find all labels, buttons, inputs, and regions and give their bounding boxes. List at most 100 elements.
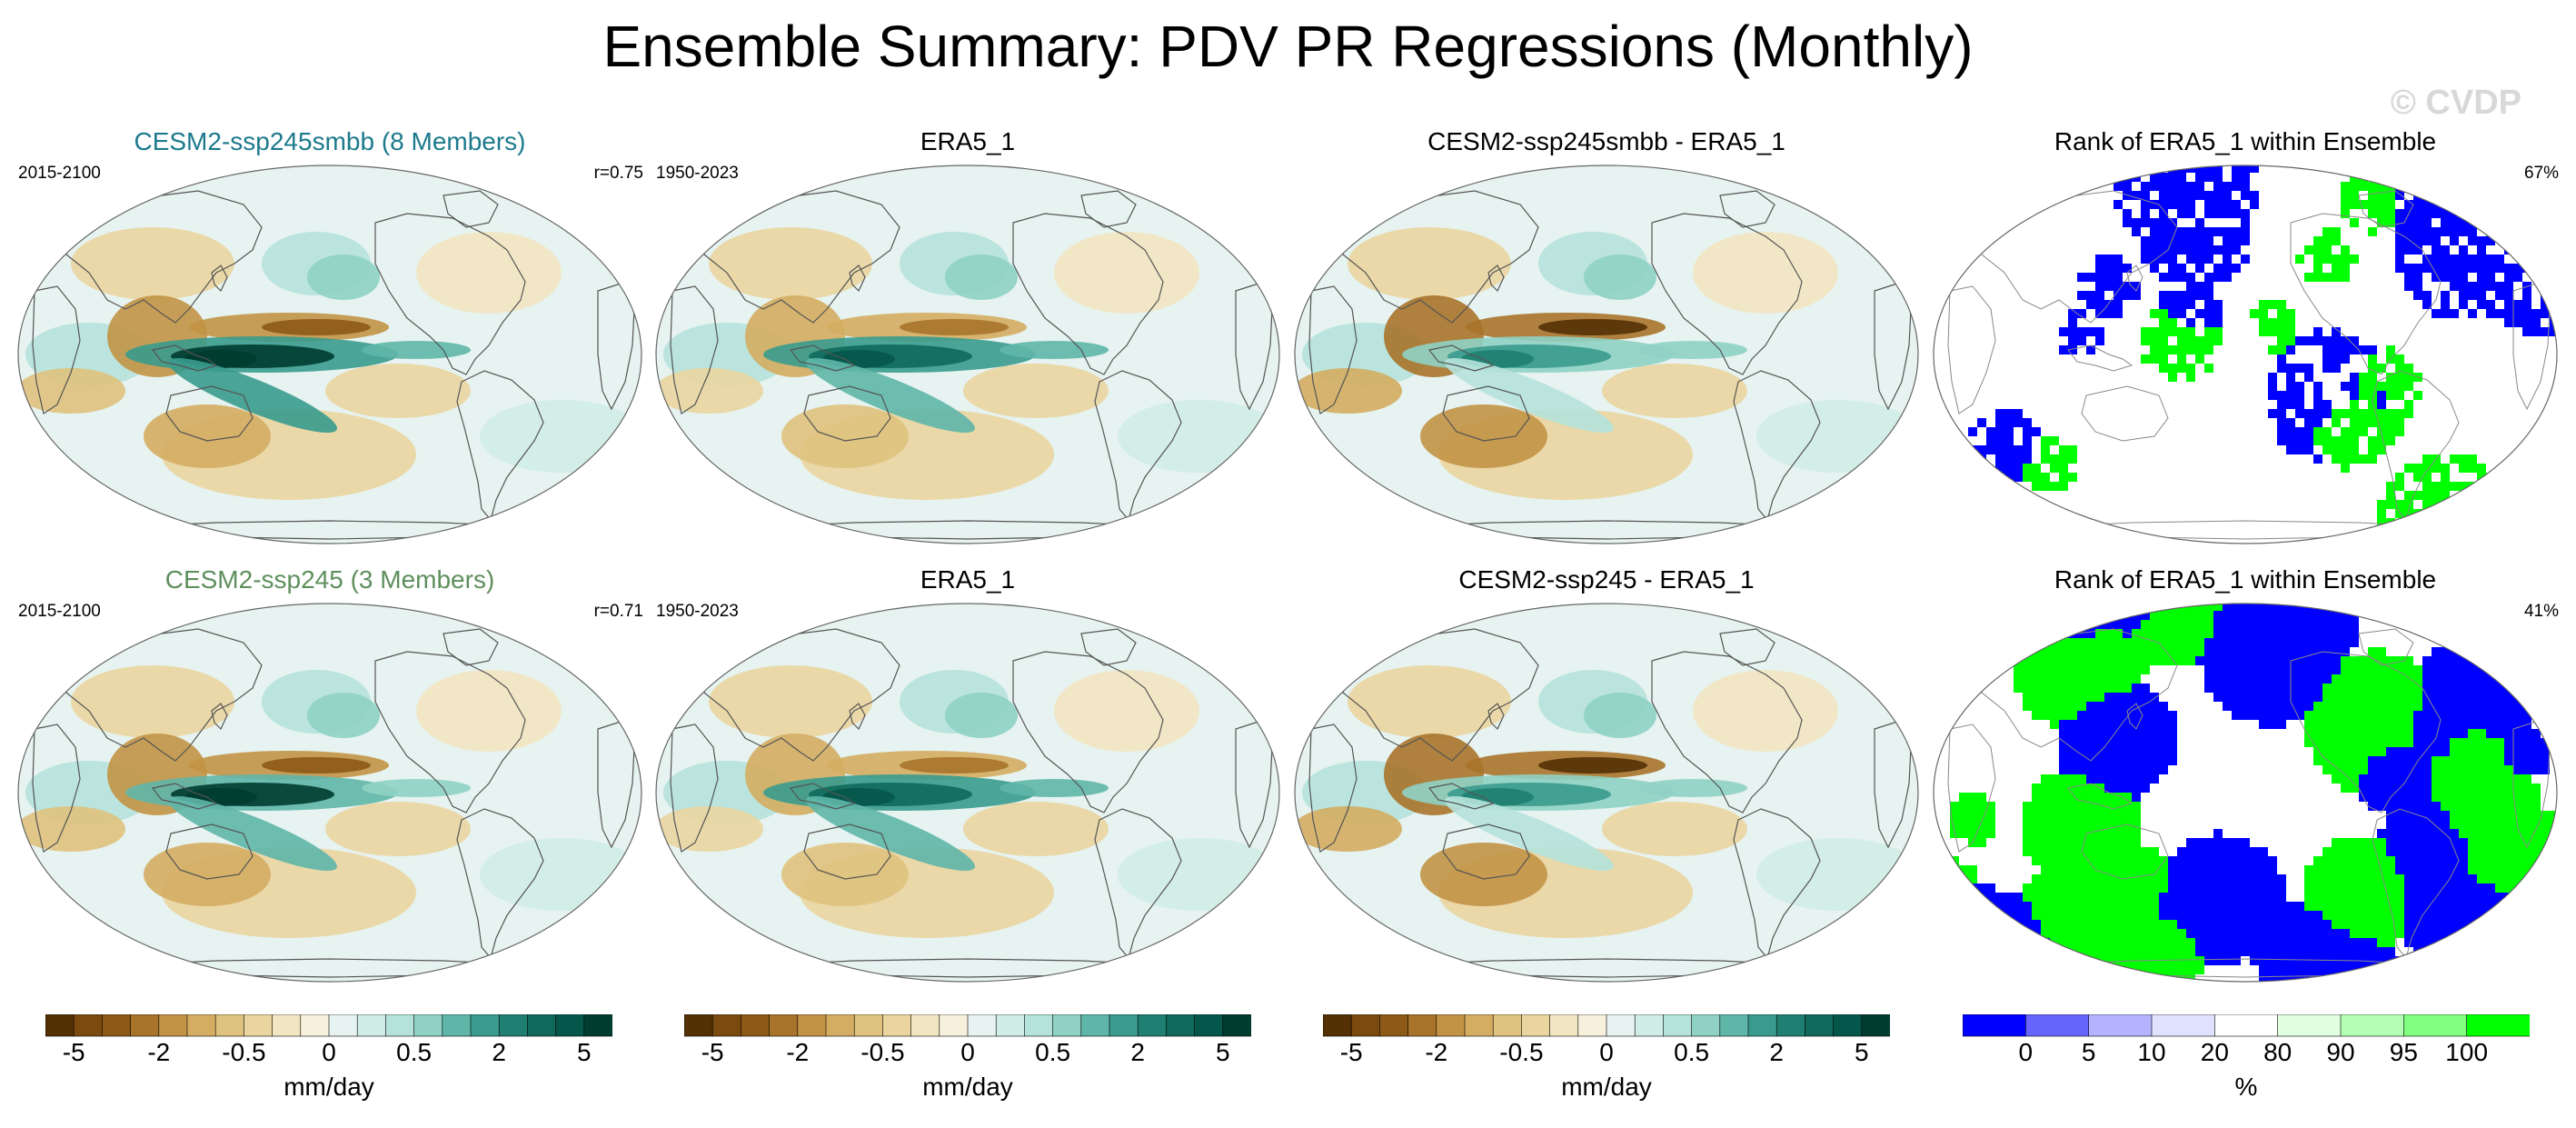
panel-stat-r2c4: 41% <box>2523 602 2559 621</box>
colorbar-col2-swatch <box>1137 1014 1168 1037</box>
colorbar-col1-swatch <box>498 1014 529 1037</box>
colorbar-col3-swatch <box>1663 1014 1693 1037</box>
colorbar-col3-swatch <box>1407 1014 1437 1037</box>
colorbar-col2-swatch <box>910 1014 940 1037</box>
colorbar-col3-swatch <box>1805 1014 1835 1037</box>
colorbar-tick: 5 <box>1855 1038 1869 1066</box>
colorbar-col2-swatch <box>825 1014 856 1037</box>
colorbar-col3-swatch <box>1323 1014 1353 1037</box>
colorbar-col1-swatch <box>583 1014 612 1037</box>
colorbar-tick: 0.5 <box>396 1038 433 1066</box>
colorbar-col3 <box>1323 1014 1890 1037</box>
colorbar-col1-swatch <box>442 1014 472 1037</box>
colorbar-col1-swatch <box>102 1014 132 1037</box>
colorbar-tick: -2 <box>1425 1038 1448 1066</box>
panel-period-r1c1: 2015-2100 <box>18 164 101 183</box>
colorbar-tick: -0.5 <box>860 1038 905 1066</box>
colorbar-tick: 5 <box>2081 1038 2096 1066</box>
colorbar-col2-swatch <box>967 1014 998 1037</box>
colorbar-col1-swatch <box>385 1014 415 1037</box>
colorbar-col1-swatch <box>73 1014 104 1037</box>
colorbar-tick: 2 <box>1130 1038 1145 1066</box>
colorbar-tick: -0.5 <box>1499 1038 1544 1066</box>
panel-title-r1c4: Rank of ERA5_1 within Ensemble <box>2054 127 2437 155</box>
colorbar-rank-swatch <box>2340 1014 2405 1037</box>
colorbar-col3-swatch <box>1691 1014 1721 1037</box>
panel-stat-r2c1: r=0.71 <box>593 602 643 621</box>
panel-period-r1c2: 1950-2023 <box>656 164 739 183</box>
colorbar-col2-swatch <box>882 1014 912 1037</box>
panel-title-r2c3: CESM2-ssp245 - ERA5_1 <box>1458 565 1755 594</box>
map-r2c1 <box>17 603 642 983</box>
colorbar-rank-swatch <box>2025 1014 2090 1037</box>
colorbar-col1-swatch <box>186 1014 217 1037</box>
colorbar-rank-swatch <box>2214 1014 2279 1037</box>
panel-title-r1c2: ERA5_1 <box>920 127 1016 155</box>
colorbar-tick: 2 <box>1769 1038 1784 1066</box>
colorbar-col3-swatch <box>1492 1014 1523 1037</box>
colorbar-col3-swatch <box>1577 1014 1607 1037</box>
colorbar-col1-swatch <box>527 1014 557 1037</box>
colorbar-col3-swatch <box>1634 1014 1665 1037</box>
colorbar-col1-swatch <box>413 1014 443 1037</box>
colorbar-tick: 5 <box>577 1038 592 1066</box>
colorbar-col1-swatch <box>328 1014 359 1037</box>
colorbar-tick: 90 <box>2326 1038 2355 1066</box>
map-r1c2 <box>655 165 1280 544</box>
colorbar-col3-swatch <box>1719 1014 1749 1037</box>
colorbar-col2-swatch <box>995 1014 1026 1037</box>
panel-stat-r1c1: r=0.75 <box>593 164 643 183</box>
colorbar-col1 <box>45 1014 612 1037</box>
colorbar-col2-swatch <box>939 1014 969 1037</box>
colorbar-col1-swatch <box>158 1014 188 1037</box>
colorbar-tick: 10 <box>2137 1038 2166 1066</box>
colorbar-col1-label: mm/day <box>283 1073 374 1101</box>
colorbar-col3-swatch <box>1833 1014 1863 1037</box>
colorbar-rank-swatch <box>1963 1014 2027 1037</box>
colorbar-col2-swatch <box>741 1014 771 1037</box>
colorbar-rank-swatch <box>2088 1014 2153 1037</box>
colorbar-tick: -2 <box>147 1038 171 1066</box>
colorbar-col2-swatch <box>1222 1014 1251 1037</box>
colorbar-rank-swatch <box>2403 1014 2468 1037</box>
colorbar-tick: 0 <box>1599 1038 1614 1066</box>
colorbar-col3-swatch <box>1549 1014 1579 1037</box>
colorbar-rank-swatch <box>2277 1014 2342 1037</box>
colorbar-col2-swatch <box>1080 1014 1110 1037</box>
colorbar-col3-swatch <box>1350 1014 1381 1037</box>
colorbar-tick: 2 <box>492 1038 506 1066</box>
colorbar-rank-label: % <box>2234 1073 2258 1101</box>
colorbar-col3-label: mm/day <box>1561 1073 1652 1101</box>
map-r2c2 <box>655 603 1280 983</box>
colorbar-tick: -5 <box>62 1038 85 1066</box>
map-r1c1 <box>17 165 642 544</box>
colorbar-col2-swatch <box>1109 1014 1139 1037</box>
panel-period-r2c2: 1950-2023 <box>656 602 739 621</box>
colorbar-tick: 5 <box>1216 1038 1230 1066</box>
map-r1c4 <box>1933 165 2558 544</box>
colorbar-tick: -5 <box>701 1038 724 1066</box>
colorbar-tick: 95 <box>2389 1038 2418 1066</box>
colorbar-tick: 0 <box>2018 1038 2034 1066</box>
panel-title-r2c1: CESM2-ssp245 (3 Members) <box>164 565 495 594</box>
watermark: © CVDP <box>2390 84 2521 122</box>
colorbar-col2-swatch <box>711 1014 742 1037</box>
figure-title: Ensemble Summary: PDV PR Regressions (Mo… <box>602 14 1974 79</box>
colorbar-col1-swatch <box>130 1014 160 1037</box>
colorbar-tick: 20 <box>2200 1038 2229 1066</box>
panel-title-r2c4: Rank of ERA5_1 within Ensemble <box>2054 565 2437 594</box>
panel-title-r2c2: ERA5_1 <box>920 565 1016 594</box>
colorbar-tick: -2 <box>786 1038 810 1066</box>
colorbar-col3-swatch <box>1747 1014 1778 1037</box>
colorbar-tick: 0 <box>322 1038 336 1066</box>
colorbar-tick: 80 <box>2263 1038 2293 1066</box>
colorbar-col3-swatch <box>1464 1014 1495 1037</box>
colorbar-col2-swatch <box>853 1014 884 1037</box>
colorbar-tick: 0.5 <box>1674 1038 1710 1066</box>
colorbar-col2-swatch <box>1052 1014 1082 1037</box>
colorbar-col1-swatch <box>356 1014 387 1037</box>
panel-title-r1c1: CESM2-ssp245smbb (8 Members) <box>134 127 526 155</box>
colorbar-rank-swatch <box>2466 1014 2530 1037</box>
colorbar-col3-swatch <box>1861 1014 1890 1037</box>
colorbar-col1-swatch <box>470 1014 501 1037</box>
